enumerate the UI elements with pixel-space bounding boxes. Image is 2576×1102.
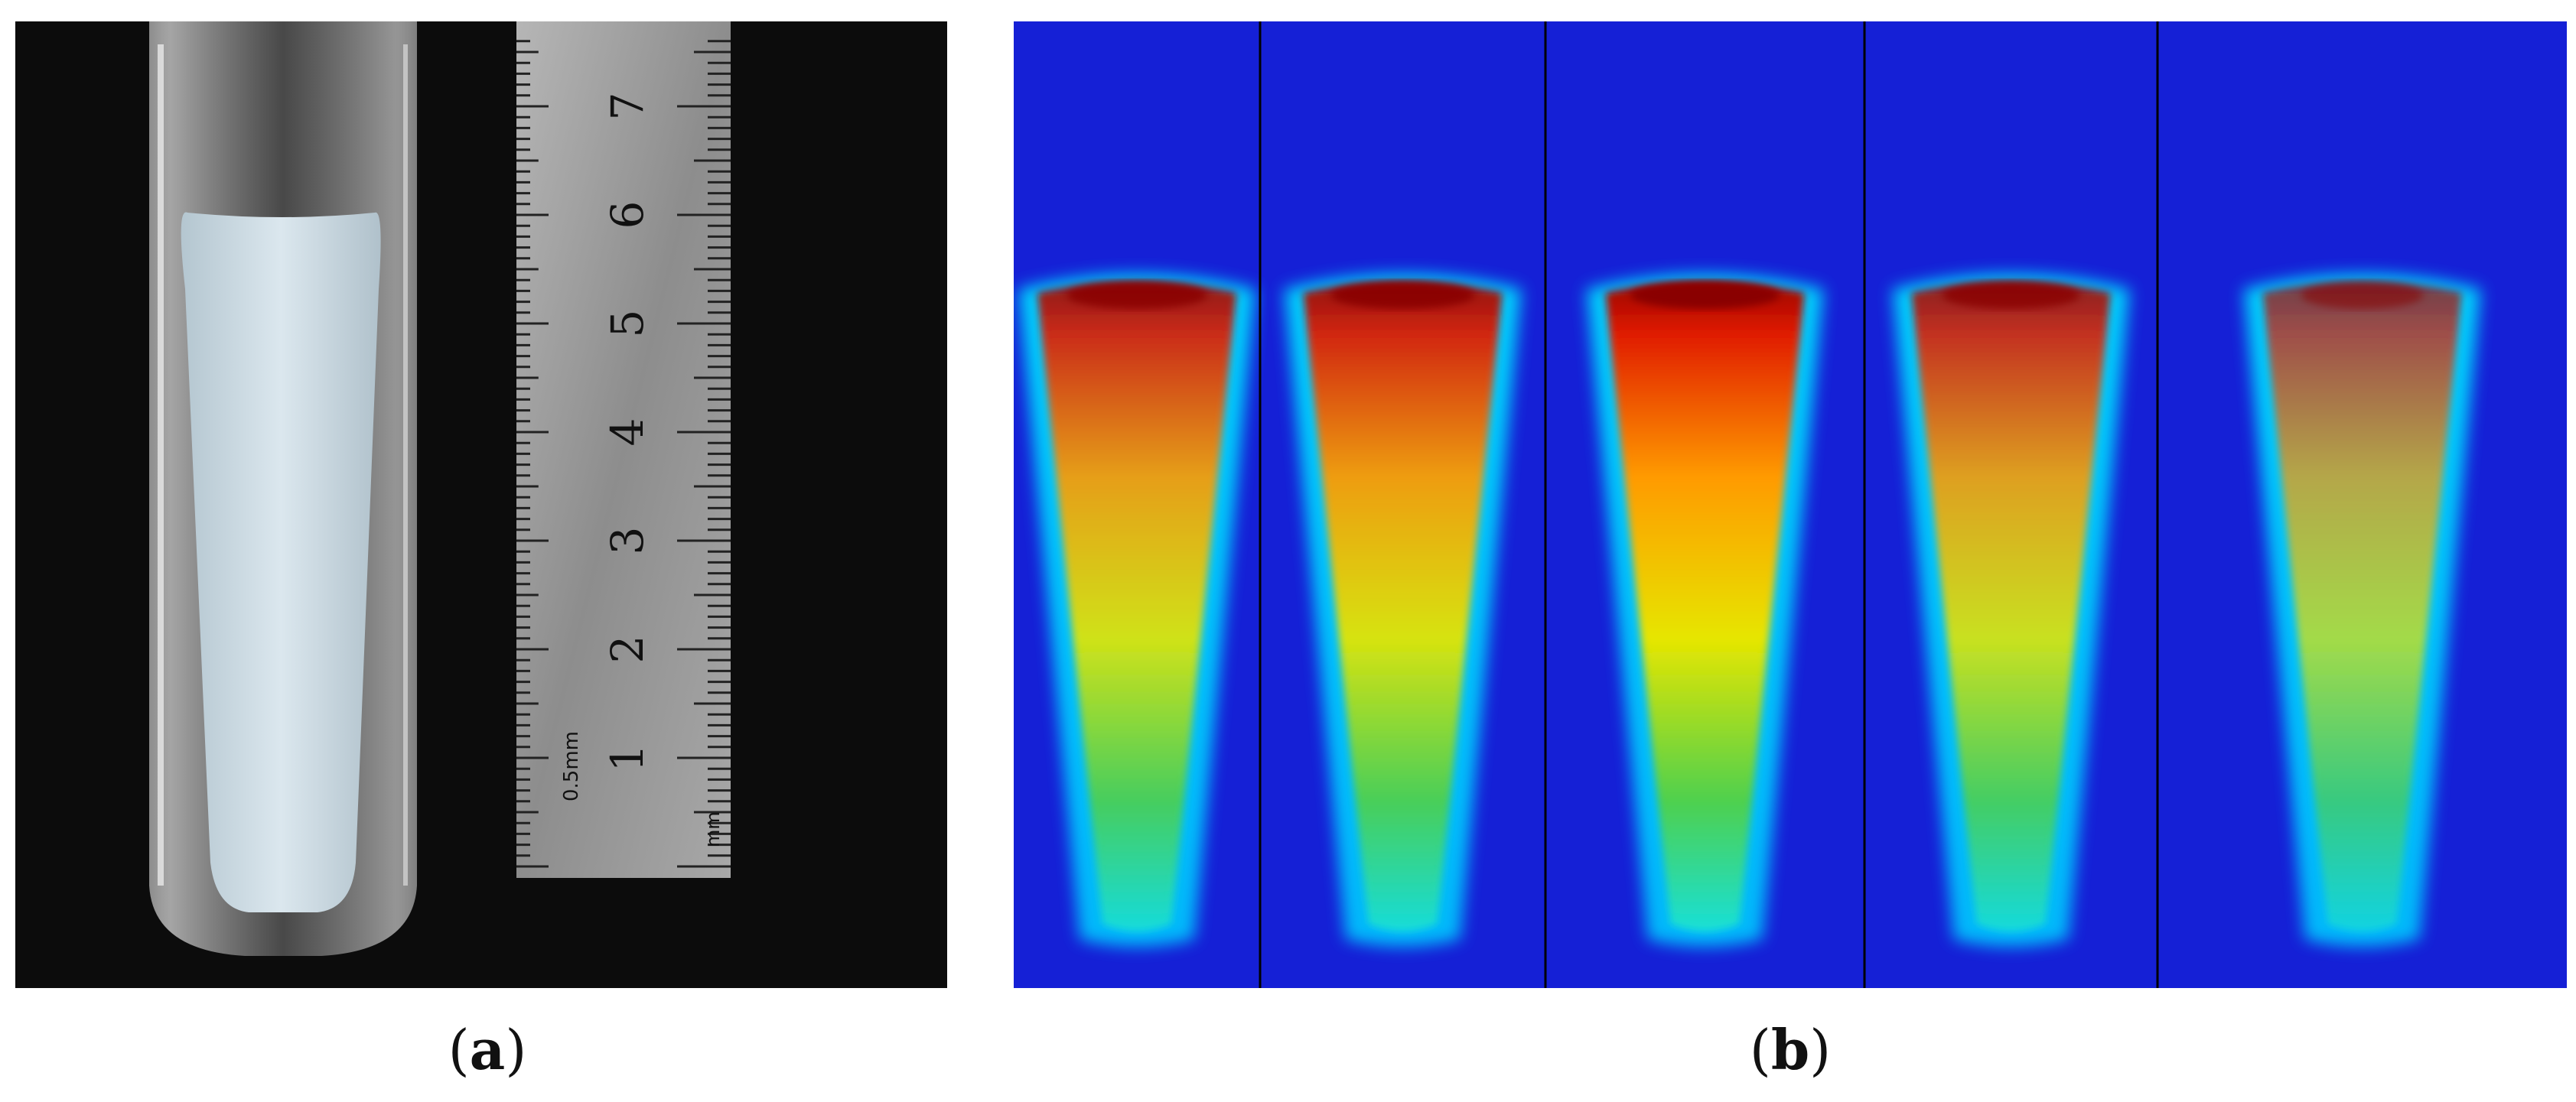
heatmap-frame xyxy=(1018,274,1255,947)
ruler-cm-label: 6 xyxy=(601,201,653,229)
tube-photo: 1 2 3 4 5 6 7 0.5mm mm xyxy=(149,21,731,956)
heatmap-frame xyxy=(1863,21,2130,988)
caption-a: (a) xyxy=(448,1017,527,1082)
ruler-cm-label: 1 xyxy=(601,744,653,772)
heatmap-frame xyxy=(2156,21,2481,988)
ruler-unit-label: mm xyxy=(702,811,724,847)
heatmap-strip xyxy=(1018,21,2481,988)
heatmap-frame xyxy=(1259,21,1522,988)
photo-panel: 1 2 3 4 5 6 7 0.5mm mm xyxy=(15,21,947,988)
heatmap-frame xyxy=(1544,21,1824,988)
test-tube xyxy=(149,21,417,956)
ruler-cm-label: 4 xyxy=(601,418,653,447)
ruler-cm-label: 7 xyxy=(601,93,653,121)
ruler-side-label: 0.5mm xyxy=(560,731,583,801)
caption-b: (b) xyxy=(1749,1017,1832,1082)
white-gel xyxy=(181,212,381,913)
heatmap-panel xyxy=(1014,21,2567,988)
ruler-cm-label: 5 xyxy=(601,310,653,338)
ruler-cm-label: 2 xyxy=(601,636,653,664)
ruler-cm-label: 3 xyxy=(601,527,653,555)
metal-ruler: 1 2 3 4 5 6 7 0.5mm mm xyxy=(516,21,731,878)
